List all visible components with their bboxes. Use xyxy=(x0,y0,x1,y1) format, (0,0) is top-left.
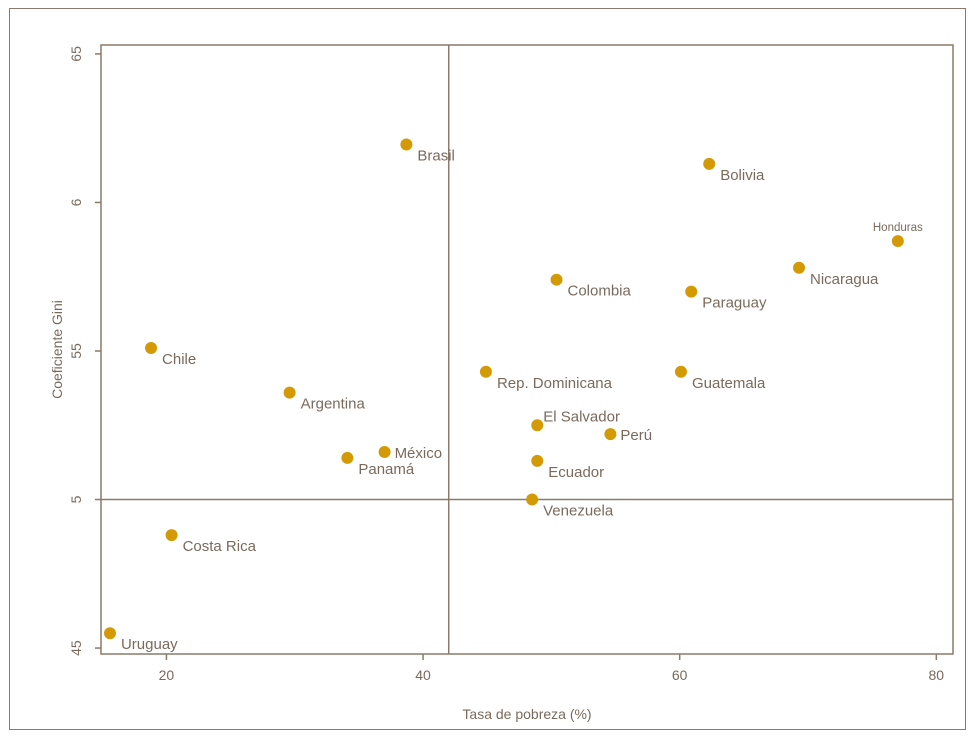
x-axis: 20 40 60 80 xyxy=(159,654,945,683)
point-label: Paraguay xyxy=(702,295,767,312)
point-labels: Brasil Bolivia Honduras Nicaragua Colombia Pa… xyxy=(121,148,923,654)
data-point xyxy=(531,419,544,432)
point-label: Perú xyxy=(620,427,652,444)
data-point xyxy=(283,386,296,399)
point-label: Ecuador xyxy=(548,464,604,481)
point-label: El Salvador xyxy=(543,408,620,425)
data-point xyxy=(341,451,354,464)
point-label: México xyxy=(395,445,443,462)
point-label: Argentina xyxy=(301,396,366,413)
data-point xyxy=(674,365,687,378)
point-label: Brasil xyxy=(417,148,455,165)
x-tick-label: 80 xyxy=(929,667,945,683)
plot-area xyxy=(100,44,954,655)
point-label: Guatemala xyxy=(692,375,766,392)
point-label: Honduras xyxy=(873,222,923,234)
data-point xyxy=(891,235,904,248)
point-label: Panamá xyxy=(358,461,415,478)
x-tick-label: 40 xyxy=(415,667,431,683)
point-label: Chile xyxy=(162,351,196,368)
data-point xyxy=(793,261,806,274)
y-tick-label: 45 xyxy=(68,640,84,656)
x-tick-label: 60 xyxy=(672,667,688,683)
data-point xyxy=(526,493,539,506)
y-tick-label: 55 xyxy=(68,343,84,359)
data-point xyxy=(400,138,413,151)
data-point xyxy=(531,454,544,467)
chart-frame xyxy=(9,8,966,730)
y-axis-title: Coeficiente Gini xyxy=(49,300,65,399)
point-label: Rep. Dominicana xyxy=(497,375,613,392)
data-point xyxy=(103,627,116,640)
point-label: Colombia xyxy=(568,283,632,300)
point-label: Nicaragua xyxy=(810,271,879,288)
x-tick-label: 20 xyxy=(159,667,175,683)
y-tick-label: 65 xyxy=(68,46,84,62)
point-label: Venezuela xyxy=(543,503,614,520)
point-label: Costa Rica xyxy=(183,538,257,555)
y-tick-label: 6 xyxy=(68,198,84,206)
data-point xyxy=(479,365,492,378)
reference-lines xyxy=(101,45,953,654)
data-point xyxy=(685,285,698,298)
x-axis-title: Tasa de pobreza (%) xyxy=(462,706,591,722)
data-point xyxy=(378,445,391,458)
data-point xyxy=(145,342,158,355)
y-tick-label: 5 xyxy=(68,495,84,503)
point-label: Bolivia xyxy=(720,167,765,184)
data-point xyxy=(703,157,716,170)
data-point xyxy=(604,428,617,441)
plot-border xyxy=(100,44,954,655)
point-label: Uruguay xyxy=(121,636,178,653)
data-points xyxy=(103,138,904,640)
data-point xyxy=(165,529,178,542)
data-point xyxy=(550,273,563,286)
